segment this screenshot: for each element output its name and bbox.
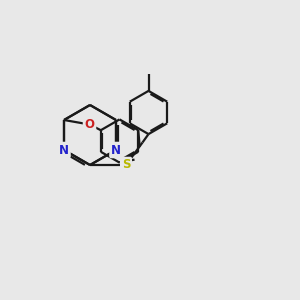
Text: N: N [111, 143, 121, 157]
Text: S: S [122, 158, 130, 172]
Text: N: N [59, 143, 69, 157]
Text: O: O [85, 118, 94, 131]
